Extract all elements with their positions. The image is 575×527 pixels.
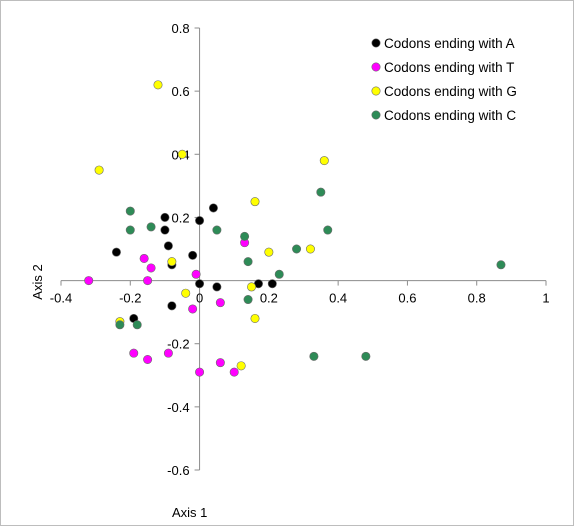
data-point: [115, 320, 125, 330]
legend-marker: [371, 86, 381, 96]
data-point: [84, 276, 94, 286]
axes: -0.4-0.200.20.40.60.81-0.6-0.4-0.20.20.4…: [50, 21, 550, 478]
data-point: [146, 263, 156, 273]
x-tick-label: 0: [196, 291, 203, 306]
data-point: [361, 351, 371, 361]
y-tick-label: -0.2: [167, 337, 189, 352]
data-point: [125, 225, 135, 235]
data-point: [267, 279, 277, 289]
data-point: [247, 282, 257, 292]
x-tick-label: 0.4: [329, 291, 347, 306]
data-point: [167, 257, 177, 267]
data-point: [188, 250, 198, 260]
data-point: [208, 203, 218, 213]
data-point: [125, 206, 135, 216]
legend-label: Codons ending with C: [384, 108, 516, 123]
data-point: [111, 247, 121, 257]
data-point: [160, 212, 170, 222]
data-point: [132, 320, 142, 330]
data-point: [240, 231, 250, 241]
data-point: [496, 260, 506, 270]
x-tick-label: -0.2: [119, 291, 141, 306]
y-tick-label: 0.8: [171, 21, 189, 36]
legend-marker: [371, 38, 381, 48]
legend-label: Codons ending with A: [384, 36, 515, 51]
legend-marker: [371, 62, 381, 72]
data-point: [229, 367, 239, 377]
data-point: [167, 301, 177, 311]
data-point: [160, 225, 170, 235]
data-point: [163, 241, 173, 251]
data-point: [264, 247, 274, 257]
legend-label: Codons ending with G: [384, 84, 517, 99]
data-point: [243, 295, 253, 305]
data-point: [215, 358, 225, 368]
legend-marker: [371, 110, 381, 120]
x-tick-label: 0.6: [398, 291, 416, 306]
data-point: [191, 269, 201, 279]
x-tick-label: -0.4: [50, 291, 72, 306]
x-tick-label: 1: [542, 291, 549, 306]
data-point: [212, 225, 222, 235]
data-point: [305, 244, 315, 254]
x-axis-title: Axis 1: [172, 505, 207, 520]
data-points: [84, 80, 506, 377]
y-tick-label: 0.2: [171, 210, 189, 225]
data-point: [181, 288, 191, 298]
data-point: [236, 361, 246, 371]
y-tick-label: -0.6: [167, 463, 189, 478]
data-point: [309, 351, 319, 361]
data-point: [250, 313, 260, 323]
data-point: [143, 276, 153, 286]
data-point: [177, 149, 187, 159]
data-point: [139, 253, 149, 263]
data-point: [129, 348, 139, 358]
data-point: [94, 165, 104, 175]
legend: Codons ending with A Codons ending with T…: [371, 36, 517, 123]
data-point: [153, 80, 163, 90]
data-point: [274, 269, 284, 279]
data-point: [195, 367, 205, 377]
data-point: [195, 216, 205, 226]
data-point: [316, 187, 326, 197]
data-point: [163, 348, 173, 358]
legend-label: Codons ending with T: [384, 60, 514, 75]
data-point: [195, 279, 205, 289]
x-tick-label: 0.8: [468, 291, 486, 306]
y-axis-title: Axis 2: [30, 264, 45, 299]
data-point: [215, 298, 225, 308]
y-tick-label: -0.4: [167, 400, 189, 415]
data-point: [323, 225, 333, 235]
data-point: [243, 257, 253, 267]
y-tick-label: 0.6: [171, 84, 189, 99]
data-point: [250, 197, 260, 207]
data-point: [292, 244, 302, 254]
data-point: [319, 156, 329, 166]
x-tick-label: 0.2: [260, 291, 278, 306]
data-point: [188, 304, 198, 314]
data-point: [143, 354, 153, 364]
data-point: [146, 222, 156, 232]
data-point: [212, 282, 222, 292]
